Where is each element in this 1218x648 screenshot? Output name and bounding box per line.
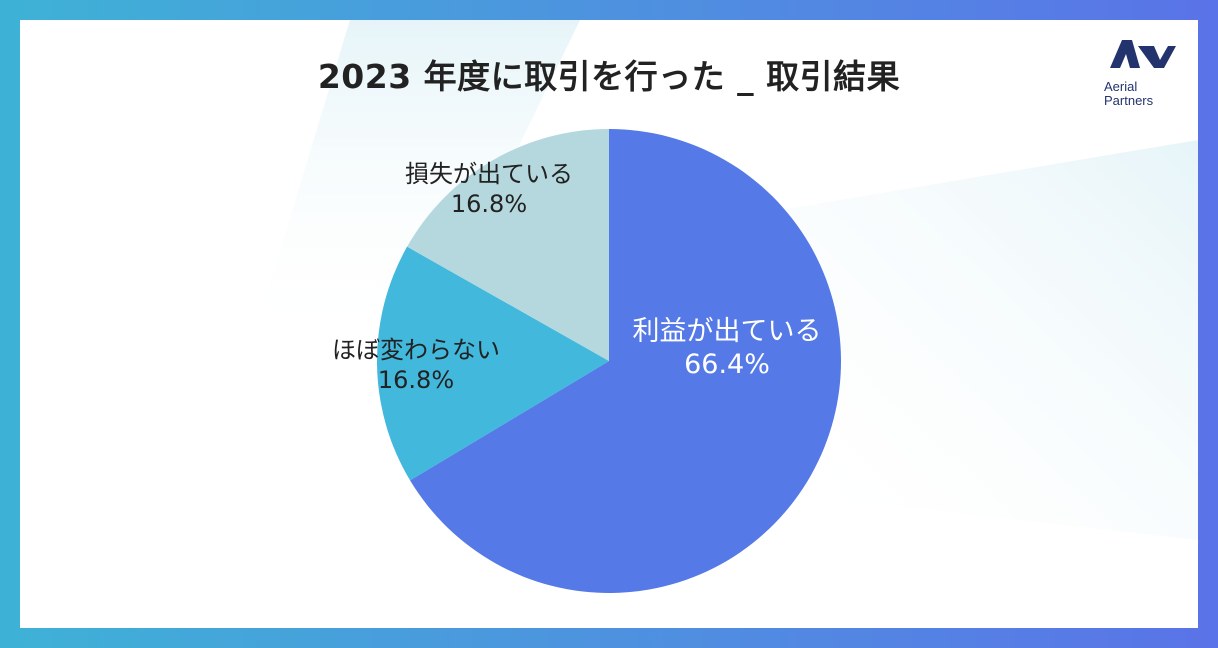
chart-title: 2023 年度に取引を行った _ 取引結果 (317, 57, 901, 96)
pie-slice-2 (377, 246, 609, 481)
aerial-partners-logo (1110, 40, 1176, 68)
slice-value-1: 66.4% (684, 349, 770, 380)
pie-slice-1 (410, 129, 842, 594)
pie-slice-3 (407, 129, 609, 361)
slice-value-3: 16.8% (451, 190, 527, 218)
slice-label-2: ほぼ変わらない (332, 336, 500, 364)
slice-label-3: 損失が出ている (405, 160, 573, 188)
background-light-rays (250, 20, 1198, 540)
slice-label-1: 利益が出ている (633, 316, 822, 347)
logo-text: Aerial Partners (1104, 80, 1153, 108)
logo-text-line1: Aerial (1104, 79, 1138, 94)
logo-text-line2: Partners (1104, 93, 1154, 108)
slice-value-2: 16.8% (378, 366, 454, 394)
